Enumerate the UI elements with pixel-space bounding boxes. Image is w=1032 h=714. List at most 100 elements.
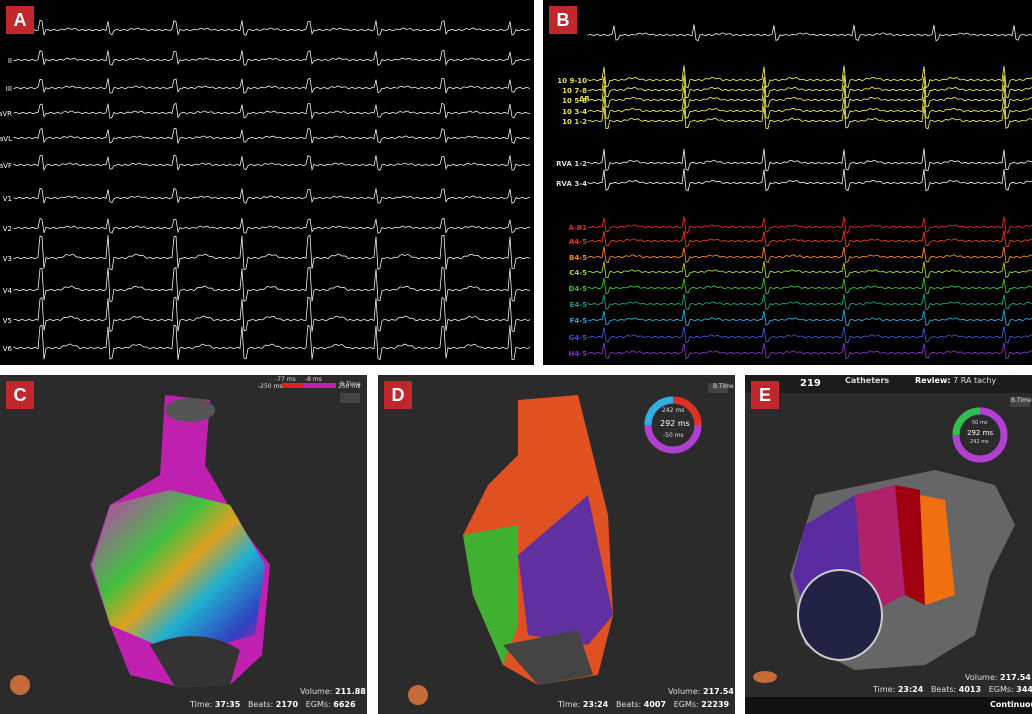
label: EGMs: — [306, 700, 331, 709]
label: Time: — [190, 700, 212, 709]
label: Time: — [558, 700, 580, 709]
lead-label: V5 — [3, 317, 12, 325]
panel-label: A — [6, 6, 34, 34]
egm-trace — [588, 261, 1032, 278]
label: EGMs: — [674, 700, 699, 709]
lead-label: aVL — [0, 135, 12, 143]
time: 37:35 — [215, 700, 240, 709]
scale-high: -8 ms — [305, 376, 322, 383]
time: 23:24 — [583, 700, 608, 709]
egm-trace — [588, 168, 1032, 190]
lead-label: II — [8, 57, 12, 65]
lead-label: III — [6, 85, 12, 93]
beats: 4007 — [644, 700, 666, 709]
egm-trace — [588, 216, 1032, 233]
ecg-trace — [14, 20, 530, 35]
channel-label: H4-5 — [568, 350, 587, 358]
volume: 211.88 cc — [335, 687, 367, 696]
ecg-trace — [14, 267, 530, 302]
scale-min: -250 ms — [258, 383, 283, 390]
ecg-trace — [14, 128, 530, 143]
channel-label: F4-5 — [570, 317, 588, 325]
panel-label: E — [751, 381, 779, 409]
ecg-trace — [14, 103, 530, 118]
ecg-trace — [14, 78, 530, 93]
review: 7 RA tachy — [953, 376, 996, 385]
ring-top: 242 ms — [662, 407, 684, 414]
marker: ΔR — [579, 95, 590, 103]
panel-e: E 219 Catheters Review: 7 RA tachy B.Tim… — [745, 375, 1032, 714]
egm-trace — [588, 148, 1032, 171]
label: Volume: — [300, 687, 332, 696]
ecg-trace — [14, 297, 530, 332]
catheters: Catheters — [845, 376, 889, 385]
channel-label: C4-5 — [569, 269, 587, 277]
egms: 22239 — [701, 700, 729, 709]
volume: 217.54 cc — [703, 687, 735, 696]
map-c — [0, 375, 367, 714]
egm-trace — [588, 65, 1032, 88]
channel-label: RVA 3-4 — [556, 180, 587, 188]
time: 23:24 — [898, 685, 923, 694]
egm-trace — [588, 246, 1032, 262]
channel-label: D4-5 — [569, 285, 588, 293]
label: EGMs: — [989, 685, 1014, 694]
panel-label: C — [6, 381, 34, 409]
label: Beats: — [248, 700, 273, 709]
mode: B.Time — [713, 383, 734, 390]
egm-trace — [588, 85, 1032, 108]
lead-label: V3 — [3, 255, 12, 263]
egm-trace — [588, 106, 1032, 129]
lead-label: V2 — [3, 225, 12, 233]
label: Volume: — [965, 673, 997, 682]
channel-label: RVA 1-2 — [556, 160, 587, 168]
label: Time: — [873, 685, 895, 694]
count: 219 — [800, 378, 821, 389]
ecg-trace — [14, 155, 530, 170]
ring-mid: 292 ms — [660, 419, 690, 428]
channel-label: B4-5 — [569, 254, 587, 262]
figure: IIIIIaVRaVLaVFV1V2V3V4V5V6 A 10 9-1010 7… — [0, 0, 1032, 714]
beats: 2170 — [276, 700, 298, 709]
lead-label: aVR — [0, 110, 12, 118]
beats: 4013 — [959, 685, 981, 694]
scale-low: -77 ms — [275, 376, 296, 383]
lead-label: V1 — [3, 195, 12, 203]
label: Volume: — [668, 687, 700, 696]
panel-label: D — [384, 381, 412, 409]
egms: 6626 — [333, 700, 355, 709]
ring-bottom: 242 ms — [970, 439, 989, 445]
ecg-trace — [588, 24, 1032, 40]
label: Beats: — [931, 685, 956, 694]
ring-top: 50 ms — [972, 420, 987, 426]
panel-c: C -77 ms -8 ms -250 ms 250 ms B.Time Vol… — [0, 375, 367, 714]
lead-label: V6 — [3, 345, 13, 353]
egm-trace — [588, 309, 1032, 326]
ecg-trace — [14, 218, 530, 233]
ecg-trace — [14, 325, 530, 360]
ecg-trace — [14, 188, 530, 203]
egms: 34488 — [1016, 685, 1032, 694]
egm-trace — [588, 75, 1032, 98]
channel-label: E4-5 — [570, 301, 588, 309]
lead-label: V4 — [3, 287, 13, 295]
ring-bottom: -50 ms — [663, 432, 684, 439]
egm-trace — [588, 294, 1032, 310]
channel-label: 10 7-8 — [562, 87, 587, 95]
channel-label: G4-5 — [569, 334, 588, 342]
label: Review: — [915, 376, 951, 385]
mode: B.Time — [1011, 397, 1032, 404]
lead-label: aVF — [0, 162, 12, 170]
channel-label: 10 1-2 — [562, 118, 587, 126]
channel-label: 10 9-10 — [557, 77, 587, 85]
volume: 217.54 cc — [1000, 673, 1032, 682]
egm-trace — [588, 326, 1032, 343]
egm-trace — [588, 277, 1032, 294]
channel-label: 10 3-4 — [562, 108, 587, 116]
map-e — [745, 375, 1032, 714]
egm-trace — [588, 230, 1032, 247]
channel-label: A-B1 — [568, 224, 587, 232]
